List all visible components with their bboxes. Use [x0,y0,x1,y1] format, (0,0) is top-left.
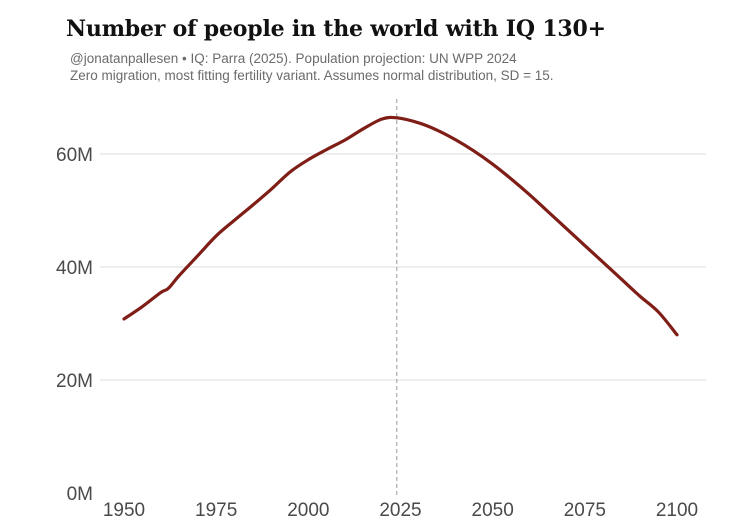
chart-title: Number of people in the world with IQ 13… [66,16,606,42]
x-tick-label-2075: 2075 [564,500,606,520]
series-group [122,115,679,337]
y-tick-label-0: 0M [67,484,93,505]
x-tick-label-1975: 1975 [195,500,237,520]
y-tick-label-40: 40M [56,258,93,279]
chart-subtitle-source: @jonatanpallesen • IQ: Parra (2025). Pop… [70,51,517,66]
gridlines [100,153,706,381]
y-tick-label-20: 20M [56,371,93,392]
y-tick-label-60: 60M [56,145,93,166]
x-tick-label-2100: 2100 [656,500,698,520]
x-tick-label-2000: 2000 [287,500,329,520]
x-axis-tick-labels: 1950 1975 2000 2025 2050 2075 2100 [103,500,698,520]
series-line-0 [122,115,679,337]
y-axis-tick-labels: 0M 20M 40M 60M [56,145,93,505]
x-tick-label-2050: 2050 [472,500,514,520]
x-tick-label-2025: 2025 [379,500,421,520]
chart-subtitle-notes: Zero migration, most fitting fertility v… [70,68,554,83]
x-tick-label-1950: 1950 [103,500,145,520]
